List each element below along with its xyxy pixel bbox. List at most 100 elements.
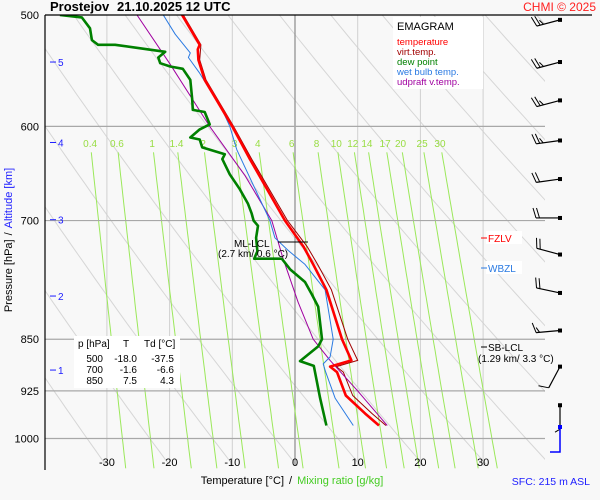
pressure-tick-label: 500 [21, 10, 39, 22]
sb-lcl-annotation: SB-LCL (1.29 km/ 3.3 °C) [478, 343, 554, 365]
dry-adiabat-line [278, 15, 545, 327]
sb-lcl-label: SB-LCL [488, 343, 523, 354]
wind-barb-full-feather [532, 207, 537, 219]
wind-barb-full-feather [536, 207, 540, 219]
temperature-tick-label: 0 [292, 457, 298, 469]
dry-adiabat-line [73, 15, 425, 466]
wind-barb-full-feather [531, 322, 537, 333]
dry-adiabat-line [175, 15, 545, 460]
table-header-p: p [hPa] [78, 339, 110, 350]
wind-barb [538, 364, 562, 389]
wind-barb [531, 133, 562, 145]
wind-barb-full-feather [530, 16, 538, 27]
wind-barb-shaft [536, 19, 561, 27]
y-axis-label-pressure: Pressure [hPa] [3, 239, 15, 312]
mixing-ratio-label: 30 [434, 139, 446, 150]
wind-barb-shaft [536, 287, 561, 294]
altitude-tick-label: 1 [58, 366, 64, 377]
wind-barb-full-feather [534, 16, 541, 26]
mixing-ratio-label: 12 [347, 139, 359, 150]
mixing-ratio-line [353, 152, 405, 469]
mixing-ratio-label: 1 [149, 139, 155, 150]
altitude-ticks: 1 2 3 4 5 [50, 58, 64, 377]
wind-barb-shaft [548, 366, 561, 389]
dry-adiabat-line [45, 376, 108, 466]
wbzl-label: WBZL [488, 264, 516, 275]
dry-adiabat-line [330, 15, 545, 263]
table-cell: -1.6 [120, 365, 138, 376]
legend-title: EMAGRAM [397, 21, 454, 33]
temperature-tick-label: -10 [224, 457, 240, 469]
copyright: CHMI © 2025 [523, 0, 596, 14]
table-cell: 7.5 [123, 376, 137, 387]
ml-lcl-annotation: ML-LCL (2.7 km/ 0.6 °C) [218, 239, 308, 260]
mixing-ratio-label: 4 [255, 139, 261, 150]
temperature-tick-label: 20 [414, 457, 426, 469]
wind-barb-full-feather [534, 172, 541, 183]
mixing-ratio-line [117, 152, 155, 469]
wind-barb-full-feather [538, 278, 541, 289]
y-axis-separator: / [3, 231, 15, 235]
wind-barb-station-dot [558, 252, 562, 257]
x-axis-separator: / [289, 475, 293, 487]
mixing-ratio-label: 1.4 [170, 139, 184, 150]
wind-barb-full-feather [530, 97, 538, 107]
mixing-ratio-label: 0.6 [110, 139, 124, 150]
wind-barb-full-feather [538, 385, 549, 389]
ml-lcl-info: (2.7 km/ 0.6 °C) [218, 249, 288, 260]
table-cell: -18.0 [114, 354, 137, 365]
fzlv-label: FZLV [488, 234, 512, 245]
legend-temperature: temperature [397, 37, 448, 48]
datetime: 21.10.2025 12 UTC [117, 0, 231, 14]
wind-barb-station-dot [558, 403, 562, 408]
mixing-ratio-label: 8 [314, 139, 320, 150]
series-dew-point [59, 15, 328, 426]
wind-barb [531, 322, 562, 334]
mixing-ratio-line [368, 152, 420, 469]
wind-barb-full-feather [530, 59, 538, 69]
mixing-ratio-label: 0.4 [83, 139, 97, 150]
wind-barb [536, 237, 562, 257]
pressure-tick-labels: 500 600 700 850 925 1000 [15, 10, 39, 446]
surface-dot [558, 425, 562, 429]
dry-adiabat-line [381, 15, 545, 201]
temperature-tick-label: 30 [477, 457, 489, 469]
table-cell: -37.5 [151, 354, 174, 365]
series-temperature [180, 15, 380, 427]
wind-barb-station-dot [558, 60, 562, 65]
wind-barb-shaft [536, 99, 561, 108]
pressure-tick-label: 600 [21, 121, 39, 133]
altitude-tick-label: 5 [58, 58, 64, 69]
table-cell: 4.3 [160, 376, 174, 387]
sb-lcl-info: (1.29 km/ 3.3 °C) [478, 354, 554, 365]
mixing-ratio-label: 6 [289, 139, 295, 150]
wind-barb-half-feather [535, 327, 540, 333]
x-axis-label: Temperature [°C] / Mixing ratio [g/kg] [201, 475, 384, 487]
y-axis-label-altitude: Altitude [km] [3, 168, 15, 229]
mixing-ratio-line [337, 152, 388, 469]
dry-adiabat-line [45, 47, 362, 466]
wind-barb [535, 277, 562, 295]
temperature-tick-labels: -30 -20 -10 0 10 20 30 [99, 457, 489, 469]
mixing-ratio-line [235, 152, 279, 469]
surface-elevation: SFC: 215 m ASL [512, 476, 590, 488]
wind-barb [532, 207, 562, 220]
wbzl-annotation: WBZL [481, 261, 522, 275]
level-table: p [hPa] T Td [°C] 500 -18.0 -37.5 700 -1… [74, 336, 180, 388]
table-cell: 500 [86, 354, 103, 365]
wind-barb-full-feather [534, 58, 541, 68]
wind-barb-shaft [536, 61, 561, 69]
legend-dew-point: dew point [397, 57, 438, 68]
wind-barb-shaft [536, 329, 561, 334]
wind-barb-full-feather [535, 277, 538, 288]
table-cell: -6.6 [157, 365, 175, 376]
mixing-ratio-lines: 0.4 0.6 1 1.4 2 3 4 6 8 10 12 14 17 20 25 30 [83, 139, 498, 469]
wind-barb-station-dot [558, 17, 562, 22]
dry-adiabat-line [432, 15, 545, 141]
mixing-ratio-line [153, 152, 192, 469]
wind-barb-station-dot [558, 328, 562, 333]
mixing-ratio-line [401, 152, 456, 469]
table-cell: 850 [86, 376, 103, 387]
